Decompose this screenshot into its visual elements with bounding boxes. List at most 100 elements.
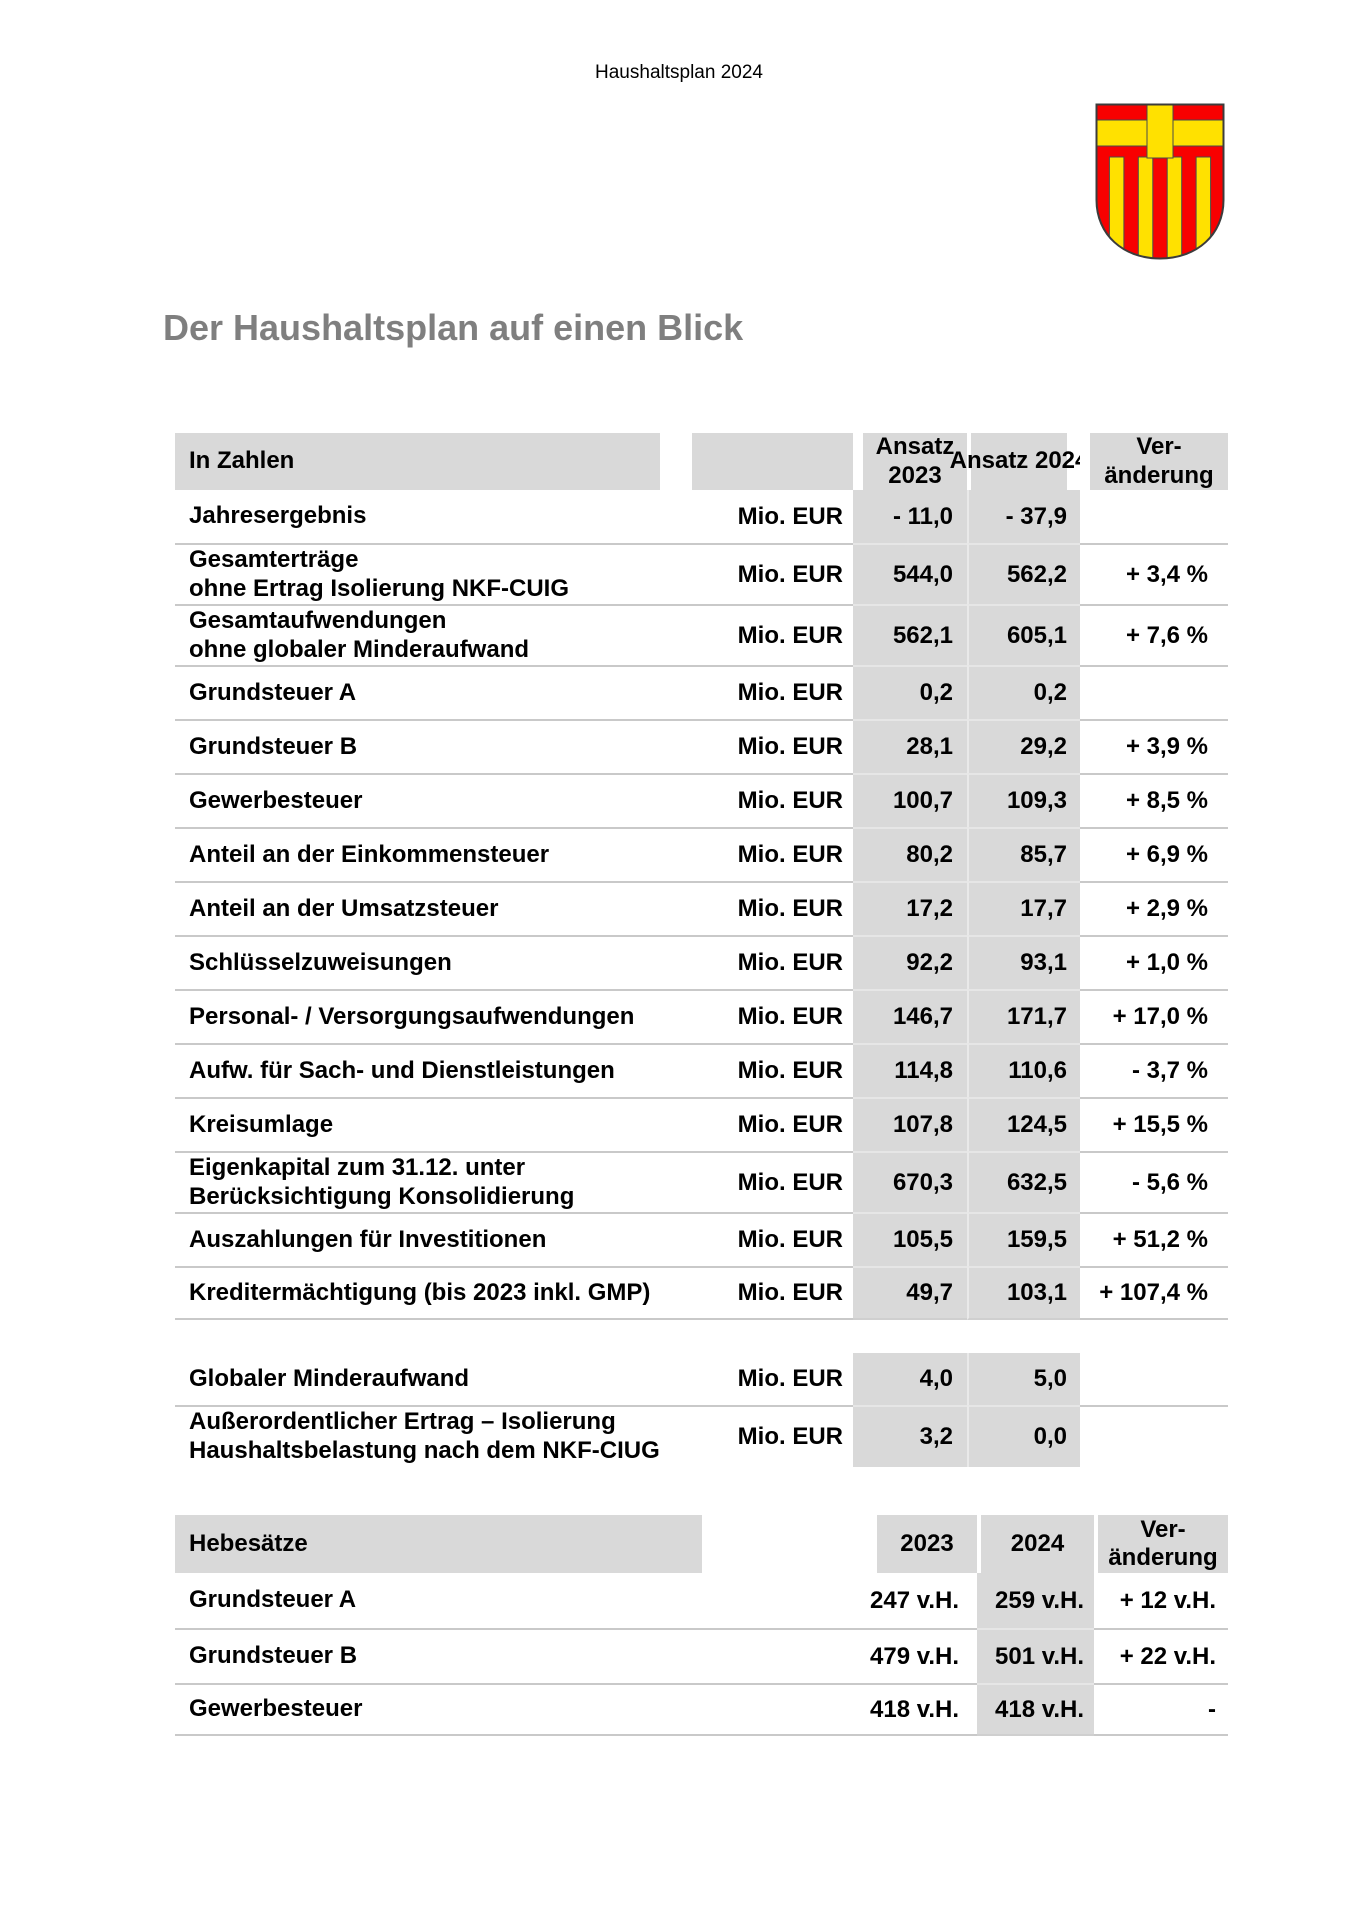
table-row: Grundsteuer B 479 v.H. 501 v.H. + 22 v.H… [175,1628,1228,1683]
change-cell: + 15,5 % [1080,1097,1228,1151]
table-row: Globaler Minderaufwand Mio. EUR 4,0 5,0 [175,1353,1228,1405]
unit-cell: Mio. EUR [692,1151,853,1212]
unit-cell: Mio. EUR [692,773,853,827]
shield-field [1096,104,1224,259]
table-row: Gesamterträge ohne Ertrag Isolierung NKF… [175,543,1228,604]
header-ansatz-2023: Ansatz 2023 [853,433,967,490]
spacer-cell [702,1515,859,1573]
unit-cell: Mio. EUR [692,1097,853,1151]
change-cell: - 3,7 % [1080,1043,1228,1097]
row-label: Grundsteuer A [189,1586,357,1614]
value-2024: 109,3 [967,773,1080,827]
shield-stripe [1166,156,1183,259]
value-2023: - 11,0 [853,490,967,543]
header-label: Hebesätze [175,1515,702,1573]
table-row: Kreisumlage Mio. EUR 107,8 124,5 + 15,5 … [175,1097,1228,1151]
change-cell: + 7,6 % [1080,604,1228,665]
value-2023: 114,8 [853,1043,967,1097]
header-unit-cell [692,433,853,490]
row-label: Gesamterträge ohne Ertrag Isolierung NKF… [175,543,660,604]
unit-cell: Mio. EUR [692,935,853,989]
unit-cell: Mio. EUR [692,1212,853,1266]
running-header: Haushaltsplan 2024 [595,62,763,83]
row-label: Auszahlungen für Investitionen [175,1212,660,1266]
table-row: Grundsteuer A 247 v.H. 259 v.H. + 12 v.H… [175,1573,1228,1628]
spacer-cell [660,1266,692,1320]
spacer-cell [660,1405,692,1467]
change-cell: - [1094,1683,1228,1736]
value-2024: 501 v.H. [977,1628,1094,1683]
table-row: Kreditermächtigung (bis 2023 inkl. GMP) … [175,1266,1228,1320]
spacer-cell [660,604,692,665]
row-label: Gesamtaufwendungen ohne globaler Mindera… [175,604,660,665]
change-cell: + 17,0 % [1080,989,1228,1043]
table-row: Gewerbesteuer 418 v.H. 418 v.H. - [175,1683,1228,1736]
value-2024: 85,7 [967,827,1080,881]
spacer-cell [660,719,692,773]
row-label: Gewerbesteuer [175,1683,702,1736]
spacer-cell [660,773,692,827]
row-label: Außerordentlicher Ertrag – Isolierung Ha… [175,1405,660,1467]
table-row: Schlüsselzuweisungen Mio. EUR 92,2 93,1 … [175,935,1228,989]
value-2023: 146,7 [853,989,967,1043]
value-2023: 479 v.H. [859,1628,977,1683]
header-veraenderung: Ver- änderung [1094,1515,1228,1573]
unit-cell: Mio. EUR [692,881,853,935]
value-2023: 0,2 [853,665,967,719]
value-2023: 3,2 [853,1405,967,1467]
table-row: Aufw. für Sach- und Dienstleistungen Mio… [175,1043,1228,1097]
table-row: Anteil an der Einkommensteuer Mio. EUR 8… [175,827,1228,881]
shield-cross-center [1148,121,1172,145]
unit-cell: Mio. EUR [692,719,853,773]
header-label: In Zahlen [175,433,660,490]
spacer-cell [660,665,692,719]
row-label: Anteil an der Einkommensteuer [175,827,660,881]
value-2024: 562,2 [967,543,1080,604]
spacer-cell [660,433,692,490]
value-2024: 17,7 [967,881,1080,935]
header-ansatz-2024: Ansatz 2024 [950,433,1088,490]
hebesaetze-table: Hebesätze 2023 2024 Ver- änderung Grunds… [175,1515,1228,1736]
value-2024: 103,1 [967,1266,1080,1320]
row-label: Jahresergebnis [189,502,367,530]
table-row: Grundsteuer B Mio. EUR 28,1 29,2 + 3,9 % [175,719,1228,773]
value-2023: 670,3 [853,1151,967,1212]
row-label: Gewerbesteuer [175,773,660,827]
value-2024: 171,7 [967,989,1080,1043]
row-label: Personal- / Versorgungsaufwendungen [175,989,660,1043]
supplement-table: Globaler Minderaufwand Mio. EUR 4,0 5,0 … [175,1353,1228,1467]
table-row: Außerordentlicher Ertrag – Isolierung Ha… [175,1405,1228,1467]
value-2024: 632,5 [967,1151,1080,1212]
table-row: Auszahlungen für Investitionen Mio. EUR … [175,1212,1228,1266]
value-2024: 0,2 [967,665,1080,719]
header-2024: 2024 [977,1515,1094,1573]
change-cell: + 22 v.H. [1094,1628,1228,1683]
spacer-cell [660,881,692,935]
table-row: Gesamtaufwendungen ohne globaler Mindera… [175,604,1228,665]
row-label: Grundsteuer B [175,1628,702,1683]
value-2024: 5,0 [967,1353,1080,1405]
spacer-cell [660,989,692,1043]
unit-cell: Mio. EUR [692,1043,853,1097]
value-2023: 80,2 [853,827,967,881]
change-cell: - 5,6 % [1080,1151,1228,1212]
table-row: Grundsteuer A Mio. EUR 0,2 0,2 [175,665,1228,719]
row-label: Globaler Minderaufwand [189,1364,470,1392]
unit-cell: Mio. EUR [737,502,843,530]
value-2024: 0,0 [967,1405,1080,1467]
table-row: Eigenkapital zum 31.12. unter Berücksich… [175,1151,1228,1212]
shield-stripe [1108,156,1125,259]
spacer-cell [660,1097,692,1151]
row-label: Grundsteuer A [175,665,660,719]
in-zahlen-table: In Zahlen Ansatz 2023 Ansatz 2024 Ver- ä… [175,433,1228,1320]
row-label: Eigenkapital zum 31.12. unter Berücksich… [175,1151,660,1212]
row-label: Grundsteuer B [175,719,660,773]
value-2023: 4,0 [853,1353,967,1405]
shield-stripe [1137,156,1154,259]
value-2024: 418 v.H. [977,1683,1094,1736]
change-cell: + 3,9 % [1080,719,1228,773]
spacer-cell [660,827,692,881]
value-2023: 544,0 [853,543,967,604]
spacer-cell [660,1151,692,1212]
